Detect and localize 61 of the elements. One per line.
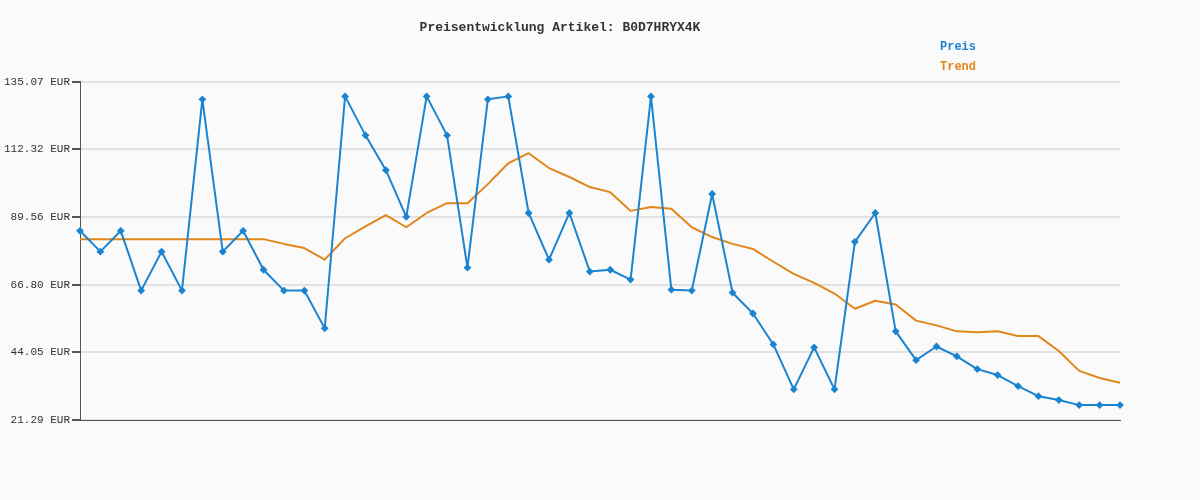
point xyxy=(586,268,594,276)
point xyxy=(810,343,818,351)
point xyxy=(382,166,390,174)
y-tick-label: 44.05 EUR xyxy=(10,346,71,359)
point xyxy=(565,209,573,217)
point xyxy=(688,287,696,295)
point xyxy=(667,286,675,294)
text: Trend xyxy=(940,60,977,75)
text: Preis xyxy=(940,40,977,55)
point xyxy=(545,256,553,264)
y-tick-label: 112.32 EUR xyxy=(3,143,71,156)
y-tick-label: 66.80 EUR xyxy=(10,278,71,291)
point xyxy=(790,385,798,393)
point xyxy=(525,209,533,217)
point xyxy=(769,340,777,348)
point xyxy=(117,227,125,235)
point xyxy=(280,287,288,295)
point xyxy=(994,371,1002,379)
point xyxy=(423,92,431,100)
point xyxy=(504,92,512,100)
point xyxy=(729,289,737,297)
point xyxy=(239,227,247,235)
point xyxy=(484,95,492,103)
point xyxy=(219,248,227,256)
point xyxy=(953,352,961,360)
point xyxy=(1014,382,1022,390)
point xyxy=(871,209,879,217)
point xyxy=(96,248,104,256)
point xyxy=(158,248,166,256)
point xyxy=(912,356,920,364)
point xyxy=(341,92,349,100)
point xyxy=(402,213,410,221)
point xyxy=(1055,396,1063,404)
point xyxy=(1096,401,1104,409)
point xyxy=(443,131,451,139)
y-tick-label: 89.56 EUR xyxy=(10,210,71,223)
chart-title: Preisentwicklung Artikel: B0D7HRYX4K xyxy=(419,20,701,36)
point xyxy=(749,310,757,317)
y-tick-label: 21.29 EUR xyxy=(10,413,71,426)
point xyxy=(606,266,614,274)
point xyxy=(137,287,145,295)
point xyxy=(361,131,369,139)
y-tick-label: 135.07 EUR xyxy=(3,75,71,88)
point xyxy=(463,264,471,272)
point xyxy=(851,238,859,246)
point xyxy=(260,266,268,274)
point xyxy=(76,227,84,235)
point xyxy=(1116,401,1124,409)
point xyxy=(831,385,839,393)
point xyxy=(321,324,329,332)
point xyxy=(1034,392,1042,400)
point xyxy=(973,365,981,373)
point xyxy=(708,190,716,198)
point xyxy=(1075,401,1083,409)
point xyxy=(627,276,635,284)
point xyxy=(198,95,206,103)
point xyxy=(932,343,940,351)
point xyxy=(178,287,186,295)
point xyxy=(892,327,900,335)
point xyxy=(300,287,308,295)
point xyxy=(647,92,655,100)
